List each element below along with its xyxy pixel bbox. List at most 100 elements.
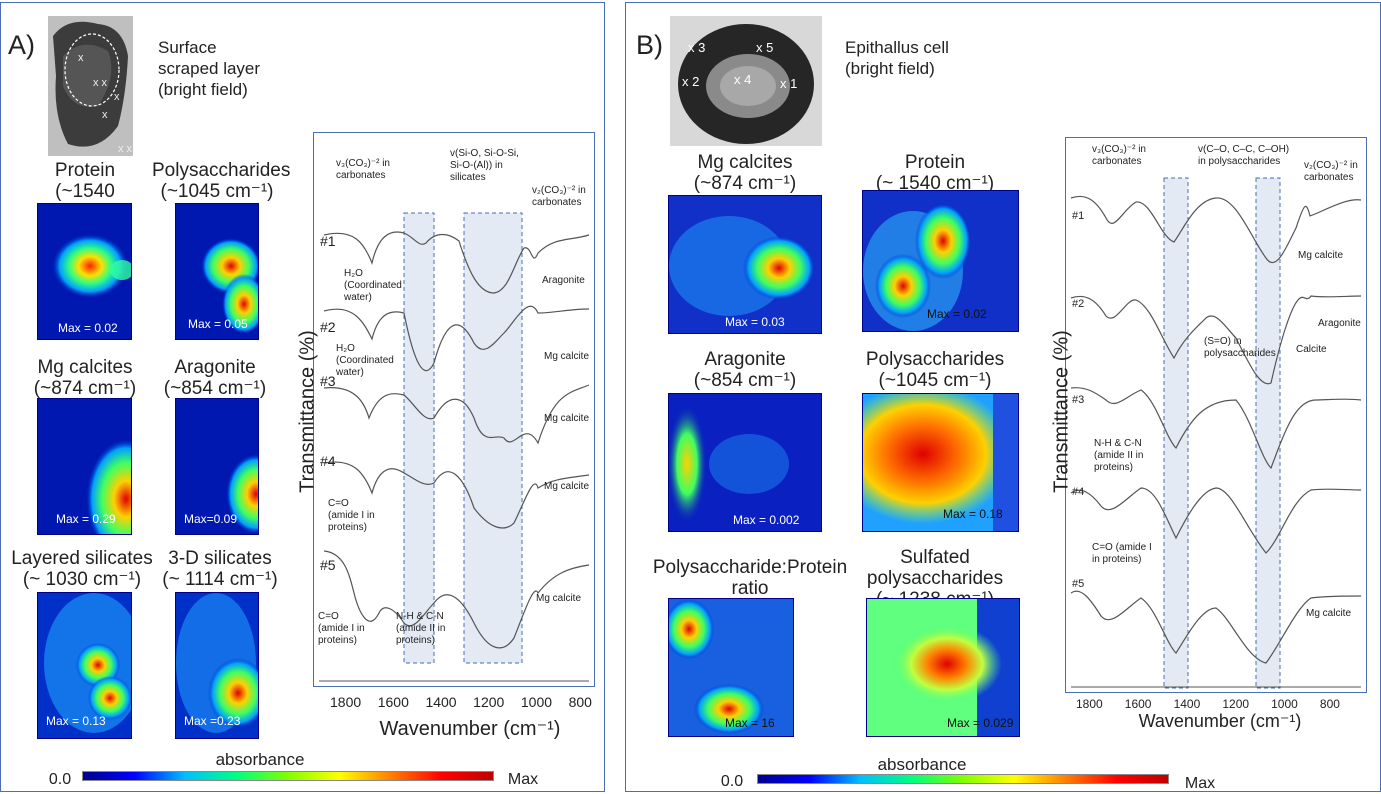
colorbar-min: 0.0 bbox=[720, 773, 744, 790]
heatmap-aragonite: Max=0.09 bbox=[175, 398, 259, 535]
annotation: Mg calcite bbox=[544, 481, 590, 492]
xtick: 1200 bbox=[1222, 697, 1250, 711]
max-label: Max = 0.29 bbox=[56, 512, 116, 526]
spectrum-b-xticks: 1800 1600 1400 1200 1000 800 bbox=[1076, 697, 1340, 711]
trace-label: #5 bbox=[1072, 578, 1085, 590]
trace-label: #4 bbox=[1072, 486, 1085, 498]
band-label-silicates: v(Si-O, Si-O-Si, Si-O-(Al)) in silicates bbox=[450, 148, 519, 183]
xtick: 1000 bbox=[520, 694, 553, 710]
trace-label: #1 bbox=[1072, 210, 1085, 222]
trace-label: #2 bbox=[320, 319, 336, 335]
annotation: H₂O (Coordinated water) bbox=[336, 343, 394, 378]
map-title-mg-calcites: Mg calcites (~874 cm⁻¹) bbox=[33, 357, 137, 399]
heatmap-polysaccharides: Max = 0.05 bbox=[175, 203, 259, 340]
xtick: 800 bbox=[568, 694, 592, 710]
xtick: 1000 bbox=[1271, 697, 1298, 711]
max-label: Max=0.09 bbox=[184, 512, 238, 526]
max-label: Max = 16 bbox=[725, 716, 775, 730]
point-label: x 5 bbox=[756, 40, 774, 55]
map-title-layered-silicates: Layered silicates (~ 1030 cm⁻¹) bbox=[11, 548, 153, 590]
colorbar-max: Max bbox=[1184, 775, 1216, 792]
annotation: Mg calcite bbox=[536, 593, 582, 604]
map-title-aragonite: Aragonite (~854 cm⁻¹) bbox=[693, 349, 797, 391]
annotation: C=O (amide I in proteins) bbox=[328, 498, 375, 533]
xtick: 1800 bbox=[330, 694, 362, 710]
max-label: Max = 0.05 bbox=[188, 317, 248, 331]
spectrum-b-xlabel: Wavenumber (cm⁻¹) bbox=[1138, 711, 1302, 731]
annotation: C=O (amide I in proteins) bbox=[318, 611, 365, 646]
trace-label: #1 bbox=[320, 233, 336, 249]
colorbar bbox=[757, 774, 1169, 784]
spectrum-a-xticks: 1800 1600 1400 1200 1000 800 bbox=[330, 694, 592, 710]
trace-label: #5 bbox=[320, 557, 336, 573]
caption-line: Epithallus cell bbox=[845, 38, 949, 57]
spectrum-b-ylabel: Transmittance (%) bbox=[1050, 330, 1073, 493]
xtick: 1400 bbox=[1173, 697, 1201, 711]
map-title-protein: Protein (~ 1540 cm⁻¹) bbox=[875, 152, 995, 194]
max-label: Max =0.23 bbox=[184, 714, 241, 728]
trace-label: #3 bbox=[320, 373, 336, 389]
panel-a-brightfield-image: x x x x x x x bbox=[48, 16, 133, 156]
map-title-polysaccharides: Polysaccharides (~1045 cm⁻¹) bbox=[865, 349, 1005, 391]
annotation: Mg calcite bbox=[1298, 250, 1344, 261]
trace-label: #4 bbox=[320, 453, 336, 469]
svg-text:x x: x x bbox=[118, 143, 133, 155]
panel-b-photo-caption: Epithallus cell (bright field) bbox=[845, 37, 949, 79]
colorbar-title: absorbance bbox=[215, 750, 305, 769]
band-label-v2: v₂(CO₃)⁻² in carbonates bbox=[1304, 160, 1358, 183]
band-label-polysaccharides: v(C–O, C–C, C–OH) in polysaccharides bbox=[1198, 144, 1290, 167]
annotation: Aragonite bbox=[542, 275, 585, 286]
max-label: Max = 0.02 bbox=[58, 321, 118, 335]
caption-line: (bright field) bbox=[845, 59, 935, 78]
panel-b-brightfield-image: x 3 x 5 x 2 x 4 x 1 bbox=[670, 16, 822, 146]
heatmap-layered-silicates: Max = 0.13 bbox=[37, 592, 132, 739]
band-label-v3: v₃(CO₃)⁻² in carbonates bbox=[1092, 144, 1146, 167]
colorbar-max: Max bbox=[507, 771, 539, 788]
svg-text:x: x bbox=[102, 109, 108, 121]
point-label: x 2 bbox=[682, 74, 700, 89]
max-label: Max = 0.13 bbox=[46, 714, 106, 728]
annotation: Mg calcite bbox=[1306, 608, 1352, 619]
band-label-v3: v₃(CO₃)⁻² in carbonates bbox=[336, 158, 390, 181]
panel-a-photo-caption: Surface scraped layer (bright field) bbox=[158, 37, 260, 100]
heatmap-mg-calcites: Max = 0.29 bbox=[37, 398, 132, 535]
heatmap-ratio: Max = 16 bbox=[668, 598, 794, 737]
point-label: x 3 bbox=[688, 40, 706, 55]
annotation: Mg calcite bbox=[544, 351, 590, 362]
map-title-mg-calcites: Mg calcites (~874 cm⁻¹) bbox=[693, 152, 797, 194]
point-label: x 1 bbox=[780, 76, 798, 91]
panel-b-letter: B) bbox=[636, 30, 663, 60]
xtick: 1400 bbox=[425, 694, 457, 710]
band-label-v2: v₂(CO₃)⁻² in carbonates bbox=[532, 185, 586, 208]
heatmap-protein: Max = 0.02 bbox=[862, 190, 1019, 332]
max-label: Max = 0.02 bbox=[927, 307, 987, 321]
map-title-3d-silicates: 3-D silicates (~ 1114 cm⁻¹) bbox=[162, 548, 278, 590]
max-label: Max = 0.002 bbox=[733, 513, 800, 527]
caption-line: (bright field) bbox=[158, 80, 248, 99]
spectrum-a-xlabel: Wavenumber (cm⁻¹) bbox=[379, 718, 561, 740]
heatmap-polysaccharides: Max = 0.18 bbox=[862, 393, 1019, 532]
max-label: Max = 0.18 bbox=[943, 507, 1003, 521]
colorbar-title: absorbance bbox=[877, 755, 967, 774]
xtick: 1600 bbox=[1124, 697, 1152, 711]
svg-text:x: x bbox=[114, 91, 120, 103]
annotation: N-H & C-N (amide II in proteins) bbox=[1094, 438, 1144, 473]
map-title-aragonite: Aragonite (~854 cm⁻¹) bbox=[163, 357, 267, 399]
map-title-polysaccharides: Polysaccharides (~1045 cm⁻¹) bbox=[152, 160, 291, 202]
spectrum-b-frame: #1 #2 #3 #4 #5 v₃(CO₃)⁻² in carbonates v(… bbox=[1065, 137, 1367, 693]
spectrum-b-svg bbox=[1070, 177, 1362, 689]
spectrum-a-ylabel: Transmittance (%) bbox=[296, 330, 319, 493]
xtick: 1800 bbox=[1076, 697, 1103, 711]
annotation: H₂O (Coordinated water) bbox=[344, 268, 402, 303]
heatmap-sulfated: Max = 0.029 bbox=[866, 598, 1020, 737]
trace-label: #2 bbox=[1072, 298, 1085, 310]
max-label: Max = 0.029 bbox=[947, 716, 1014, 730]
heatmap-3d-silicates: Max =0.23 bbox=[175, 592, 259, 739]
heatmap-mg-calcites: Max = 0.03 bbox=[668, 195, 822, 334]
caption-line: Surface bbox=[158, 38, 217, 57]
spectrum-a-frame: #1 #2 #3 #4 #5 v₃(CO₃)⁻² in carbonates v(… bbox=[313, 132, 595, 687]
annotation: Aragonite bbox=[1318, 318, 1361, 329]
map-title-ratio: Polysaccharide:Protein ratio bbox=[652, 557, 848, 599]
colorbar bbox=[82, 771, 494, 781]
